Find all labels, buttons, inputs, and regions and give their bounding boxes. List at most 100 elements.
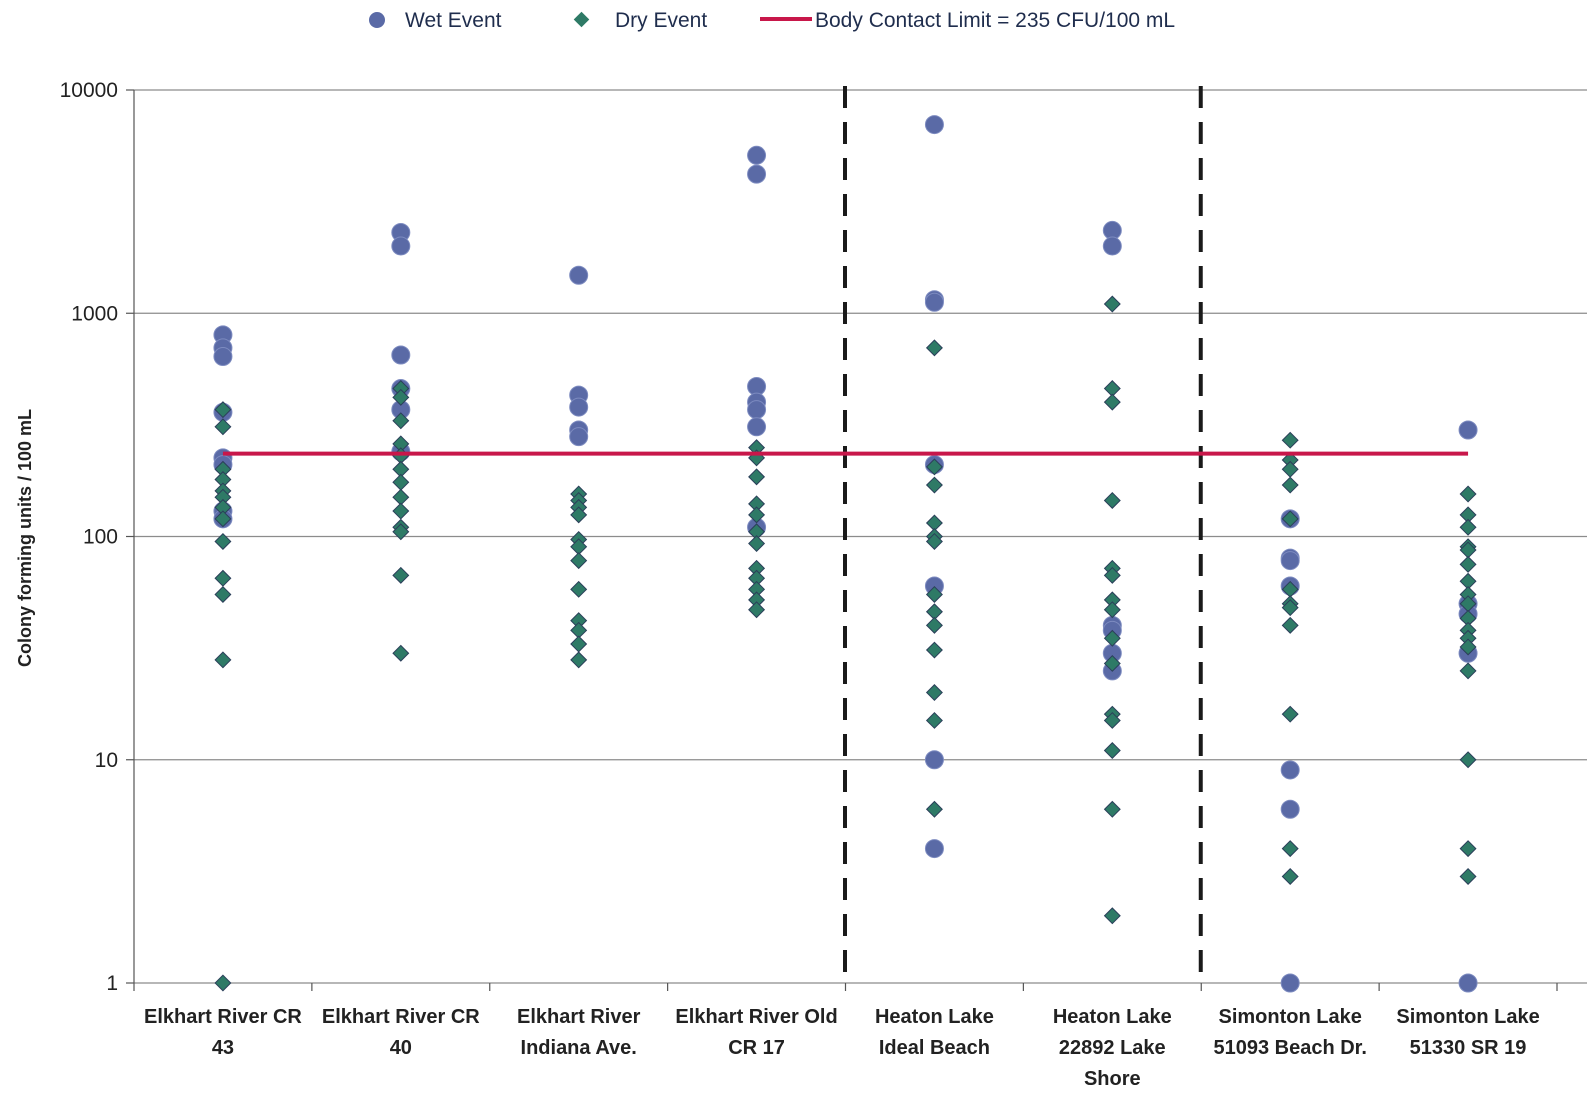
wet-event-point <box>569 397 589 417</box>
dry-event-point <box>748 439 766 457</box>
dry-event-point <box>925 711 943 729</box>
dry-event-point <box>214 460 232 478</box>
dry-event-point <box>392 388 410 406</box>
dry-event-point <box>1459 555 1477 573</box>
x-category-label: Simonton Lake <box>1219 1006 1362 1028</box>
dry-event-point <box>214 532 232 550</box>
wet-event-point <box>1458 973 1478 993</box>
dry-event-point <box>392 435 410 453</box>
wet-event-point <box>924 292 944 312</box>
data-points <box>213 115 1478 993</box>
dry-event-point <box>925 585 943 603</box>
dry-event-point <box>214 585 232 603</box>
dry-event-point <box>214 471 232 488</box>
dry-event-point <box>748 569 766 587</box>
dry-event-point <box>1281 580 1299 598</box>
dry-event-point <box>1459 751 1477 769</box>
wet-event-point <box>1280 760 1300 780</box>
y-axis-label: Colony forming units / 100 mL <box>15 409 35 667</box>
dry-event-point <box>1459 541 1477 559</box>
dry-event-point <box>925 476 943 494</box>
dry-event-point <box>392 380 410 398</box>
x-category-label: 22892 Lake <box>1059 1037 1166 1059</box>
dry-event-point <box>925 458 943 476</box>
x-category-label: Simonton Lake <box>1396 1006 1539 1028</box>
dry-event-point <box>748 580 766 598</box>
dry-event-point <box>214 498 232 516</box>
wet-event-point <box>1102 236 1122 256</box>
dry-event-point <box>214 401 232 419</box>
dry-event-point <box>392 460 410 478</box>
dry-event-point <box>1281 867 1299 885</box>
wet-event-point <box>747 164 767 184</box>
dry-event-point <box>1103 393 1121 411</box>
x-category-label: Elkhart River CR <box>144 1006 302 1028</box>
dry-event-point <box>392 644 410 662</box>
dry-event-point <box>925 684 943 702</box>
dry-event-point <box>392 488 410 506</box>
dry-event-point <box>1103 491 1121 509</box>
x-category-label: 51093 Beach Dr. <box>1213 1037 1366 1059</box>
dry-event-point <box>925 514 943 532</box>
dry-event-point <box>214 569 232 587</box>
dry-event-point <box>1281 705 1299 723</box>
dry-event-point <box>1103 654 1121 672</box>
dry-event-point <box>1459 662 1477 680</box>
dry-event-point <box>1459 585 1477 603</box>
dry-event-point <box>392 523 410 541</box>
dry-event-point <box>1459 609 1477 627</box>
x-category-label: Elkhart River Old <box>675 1006 837 1028</box>
wet-event-point <box>1280 551 1300 571</box>
dry-event-point <box>1459 595 1477 613</box>
dry-event-point <box>748 559 766 577</box>
x-category-label: CR 17 <box>728 1037 785 1059</box>
legend-wet-marker <box>369 12 385 28</box>
dry-event-point <box>1459 518 1477 536</box>
dry-event-point <box>748 506 766 524</box>
x-category-label: Indiana Ave. <box>521 1037 637 1059</box>
wet-event-point <box>924 750 944 770</box>
wet-event-point <box>924 115 944 135</box>
wet-event-point <box>924 839 944 859</box>
y-tick-labels: 10000 1000 100 10 1 <box>60 79 118 995</box>
dry-event-point <box>1103 629 1121 647</box>
dry-event-point <box>925 603 943 621</box>
dry-event-point <box>392 566 410 584</box>
dry-event-point <box>1459 485 1477 503</box>
dry-event-point <box>570 580 588 598</box>
dry-event-point <box>925 800 943 818</box>
legend-wet-label: Wet Event <box>405 9 502 32</box>
dry-event-point <box>214 974 232 992</box>
x-category-label: Ideal Beach <box>879 1037 990 1059</box>
dry-event-point <box>748 601 766 619</box>
dry-event-point <box>1103 711 1121 729</box>
dry-event-point <box>570 552 588 570</box>
dry-event-point <box>1103 295 1121 313</box>
dry-event-point <box>1281 431 1299 449</box>
wet-event-point <box>747 400 767 420</box>
dry-event-point <box>1281 476 1299 494</box>
dry-event-point <box>748 495 766 513</box>
dry-event-point <box>1281 451 1299 469</box>
wet-event-point <box>391 345 411 365</box>
wet-event-point <box>1280 799 1300 819</box>
dry-event-point <box>570 621 588 639</box>
dry-event-point <box>392 502 410 520</box>
wet-event-point <box>391 236 411 256</box>
dry-event-point <box>1281 510 1299 528</box>
legend-limit-label: Body Contact Limit = 235 CFU/100 mL <box>815 9 1175 32</box>
y-tick-label: 1000 <box>71 302 118 325</box>
dry-event-point <box>748 468 766 486</box>
y-tick-label: 10000 <box>60 79 118 102</box>
dry-event-point <box>570 506 588 524</box>
dry-event-point <box>1459 867 1477 885</box>
dry-event-point <box>392 412 410 430</box>
dry-event-point <box>925 339 943 357</box>
wet-event-point <box>747 145 767 165</box>
y-tick-label: 1 <box>106 972 118 995</box>
x-category-label: 51330 SR 19 <box>1410 1037 1527 1059</box>
dry-event-point <box>748 523 766 541</box>
dry-event-point <box>570 651 588 669</box>
wet-event-point <box>1280 973 1300 993</box>
